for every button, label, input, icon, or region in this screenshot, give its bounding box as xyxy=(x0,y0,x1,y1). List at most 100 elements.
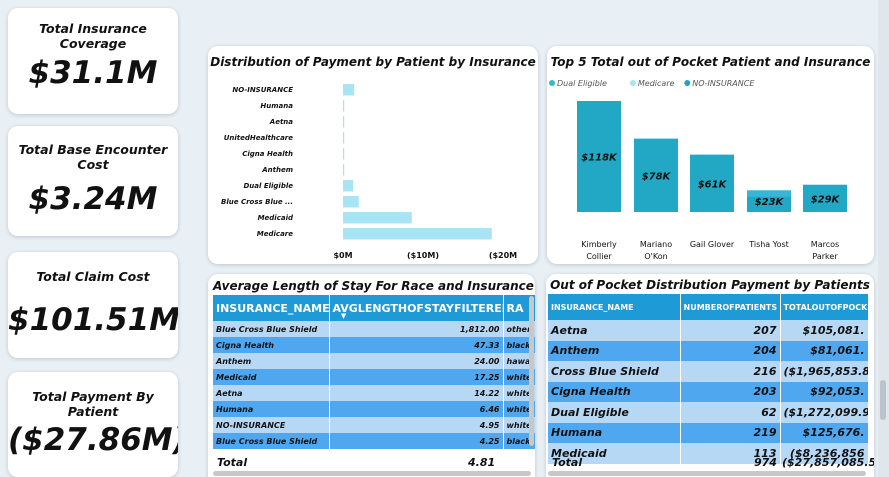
table-cell: $92,053. xyxy=(780,381,869,402)
kpi-title: Total Payment By Patient xyxy=(32,389,154,419)
table-cell: $125,676. xyxy=(780,422,869,443)
table-cell: 14.22 xyxy=(329,385,504,401)
table-cell: Blue Cross Blue Shield xyxy=(213,433,330,449)
table-cell: ($1,965,853.8 xyxy=(780,361,869,382)
avg-length-of-stay-table[interactable]: Average Length of Stay For Race and Insu… xyxy=(208,274,535,477)
table-cell: 1,812.00 xyxy=(329,321,504,337)
bar[interactable] xyxy=(343,180,354,192)
bar[interactable] xyxy=(343,100,345,112)
table-row[interactable]: Blue Cross Blue Shield 1,812.00 other xyxy=(213,321,535,337)
x-tick-label: Collier xyxy=(586,252,612,261)
y-tick-label: Medicare xyxy=(257,230,293,238)
x-tick-label: Tisha Yost xyxy=(748,240,789,249)
table-row[interactable]: Aetna 207 $105,081. xyxy=(548,320,869,341)
table-row[interactable]: Dual Eligible 62 ($1,272,099.9 xyxy=(548,402,869,423)
horizontal-scrollbar[interactable] xyxy=(213,471,531,476)
y-tick-label: NO-INSURANCE xyxy=(232,86,293,94)
table-cell: 113 xyxy=(680,443,781,464)
table-cell: white xyxy=(503,417,535,433)
table-row[interactable]: Anthem 204 $81,061. xyxy=(548,340,869,361)
bar[interactable] xyxy=(343,116,345,128)
table-cell: Aetna xyxy=(213,385,330,401)
total-patients: 974 xyxy=(754,456,777,469)
table-cell: Dual Eligible xyxy=(548,402,681,423)
bar[interactable] xyxy=(343,148,345,160)
data-label: $23K xyxy=(755,197,785,208)
x-tick-label: ($10M) xyxy=(407,251,439,260)
page-scroll-thumb[interactable] xyxy=(880,380,886,420)
table-cell: 62 xyxy=(680,402,781,423)
legend-marker xyxy=(629,80,636,86)
legend-marker xyxy=(684,80,691,86)
bar[interactable] xyxy=(343,228,492,240)
table-cell: Blue Cross Blue Shield xyxy=(213,321,330,337)
bar[interactable] xyxy=(343,164,345,176)
legend-label[interactable]: Dual Eligible xyxy=(557,79,607,88)
bar[interactable] xyxy=(343,212,412,224)
table-cell: 219 xyxy=(680,422,781,443)
table-cell: Anthem xyxy=(548,340,681,361)
bar[interactable] xyxy=(803,184,847,212)
kpi-title: Total Base Encounter Cost xyxy=(18,142,168,172)
table-row[interactable]: Humana 219 $125,676. xyxy=(548,422,869,443)
table-cell: 24.00 xyxy=(329,353,504,369)
table-cell: 204 xyxy=(680,340,781,361)
kpi-card-base-encounter-cost[interactable]: Total Base Encounter Cost $3.24M xyxy=(8,126,178,236)
kpi-card-total-claim-cost[interactable]: Total Claim Cost $101.51M xyxy=(8,252,178,358)
table-title: Out of Pocket Distribution Payment by Pa… xyxy=(550,278,870,292)
y-tick-label: Humana xyxy=(260,102,293,110)
kpi-card-total-payment-by-patient[interactable]: Total Payment By Patient ($27.86M) xyxy=(8,372,178,477)
y-tick-label: UnitedHealthcare xyxy=(224,134,294,142)
total-value: 4.81 xyxy=(468,456,496,469)
table-row[interactable]: Medicaid 17.25 white xyxy=(213,369,535,385)
oop-data-table: INSURANCE_NAME NUMBEROFPATIENTS TOTALOUT… xyxy=(548,294,869,464)
bar-segment-dual-eligible[interactable] xyxy=(747,190,791,197)
column-header-total-out-of-pocket[interactable]: TOTALOUTOFPOCK xyxy=(780,294,869,320)
table-row[interactable]: Blue Cross Blue Shield 4.25 black xyxy=(213,433,535,449)
horizontal-scrollbar[interactable] xyxy=(548,471,866,476)
x-tick-label: O'Kon xyxy=(644,252,667,261)
table-row[interactable]: Cross Blue Shield 216 ($1,965,853.8 xyxy=(548,361,869,382)
bar[interactable] xyxy=(343,196,359,208)
table-cell: 4.25 xyxy=(329,433,504,449)
bar[interactable] xyxy=(634,138,678,212)
table-row[interactable]: Humana 6.46 white xyxy=(213,401,535,417)
table-row[interactable]: Cigna Health 47.33 black xyxy=(213,337,535,353)
legend-label[interactable]: NO-INSURANCE xyxy=(692,79,755,88)
bar[interactable] xyxy=(577,101,621,212)
column-header-insurance-name[interactable]: INSURANCE_NAME xyxy=(548,294,681,320)
x-tick-label: Mariano xyxy=(640,240,672,249)
table-cell: Anthem xyxy=(213,353,330,369)
table-cell: NO-INSURANCE xyxy=(213,417,330,433)
table-cell: other xyxy=(503,321,535,337)
page-scrollbar[interactable] xyxy=(878,0,889,477)
vertical-scrollbar[interactable] xyxy=(529,296,534,446)
bar[interactable] xyxy=(690,154,734,212)
payment-distribution-chart[interactable]: Distribution of Payment by Patient by In… xyxy=(208,46,538,264)
table-row[interactable]: Aetna 14.22 white xyxy=(213,385,535,401)
table-cell: hawa xyxy=(503,353,535,369)
total-value: ($27,857,085.5 xyxy=(782,456,874,469)
out-of-pocket-table[interactable]: Out of Pocket Distribution Payment by Pa… xyxy=(546,274,874,477)
legend-label[interactable]: Medicare xyxy=(638,79,675,88)
table-cell: 6.46 xyxy=(329,401,504,417)
table-cell: black xyxy=(503,337,535,353)
column-header-number-of-patients[interactable]: NUMBEROFPATIENTS xyxy=(680,294,781,320)
bar[interactable] xyxy=(343,132,345,144)
table-row[interactable]: NO-INSURANCE 4.95 white xyxy=(213,417,535,433)
x-tick-label: Parker xyxy=(812,252,838,261)
bar[interactable] xyxy=(343,84,355,96)
data-label: $78K xyxy=(642,171,672,182)
column-header-insurance-name[interactable]: INSURANCE_NAME xyxy=(213,295,330,321)
table-cell: Medicaid xyxy=(548,443,681,464)
table-row[interactable]: Cigna Health 203 $92,053. xyxy=(548,381,869,402)
kpi-title: Total Claim Cost xyxy=(36,269,150,284)
column-header-avg-length-of-stay[interactable]: AVGLENGTHOFSTAYFILTERED ▼ xyxy=(329,295,504,321)
table-cell: $105,081. xyxy=(780,320,869,341)
table-cell: Humana xyxy=(213,401,330,417)
table-row[interactable]: Medicaid 113 ($8,236,856 xyxy=(548,443,869,464)
table-row[interactable]: Anthem 24.00 hawa xyxy=(213,353,535,369)
top5-out-of-pocket-chart[interactable]: Top 5 Total out of Pocket Patient and In… xyxy=(547,46,874,264)
kpi-card-insurance-coverage[interactable]: Total Insurance Coverage $31.1M xyxy=(8,8,178,114)
table-cell: ($8,236,856 xyxy=(780,443,869,464)
